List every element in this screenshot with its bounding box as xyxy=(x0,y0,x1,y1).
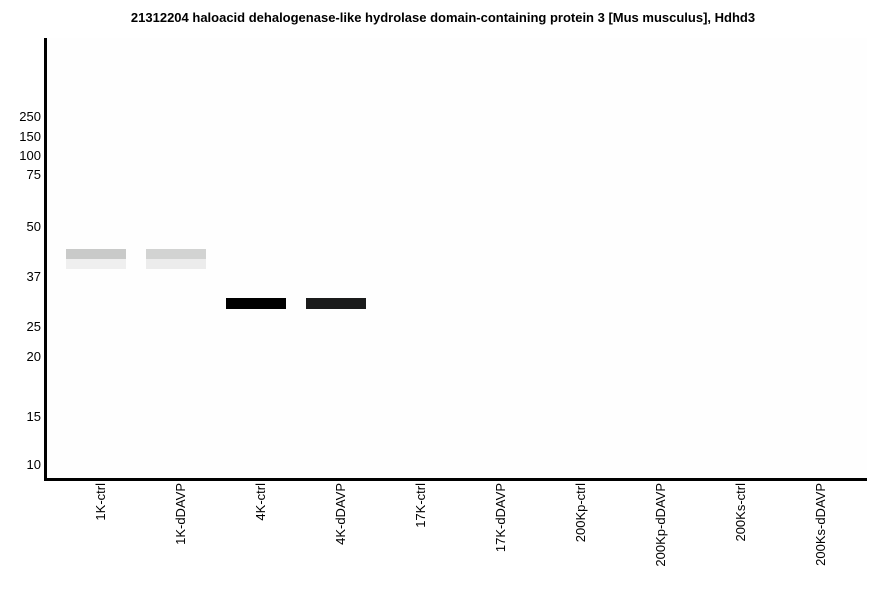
lane-cell-1k-ddavp: 1K-dDAVP xyxy=(140,483,220,588)
lane-label-200kp-ddavp: 200Kp-dDAVP xyxy=(652,483,668,567)
y-tick-label-100: 100 xyxy=(19,148,41,163)
lane-label-200ks-ddavp: 200Ks-dDAVP xyxy=(812,483,828,566)
band-1k-ddavp xyxy=(146,249,206,269)
lane-label-200kp-ctrl: 200Kp-ctrl xyxy=(572,483,588,543)
band-segment-light xyxy=(146,259,206,269)
band-segment-dark xyxy=(146,249,206,259)
lane-cell-1k-ctrl: 1K-ctrl xyxy=(60,483,140,588)
y-tick-label-250: 250 xyxy=(19,109,41,124)
y-tick-label-150: 150 xyxy=(19,129,41,144)
y-tick-label-75: 75 xyxy=(26,167,41,182)
lane-label-1k-ctrl: 1K-ctrl xyxy=(92,483,108,521)
lane-labels-row: 1K-ctrl 1K-dDAVP 4K-ctrl 4K-dDAVP 17K-ct… xyxy=(60,483,860,588)
lane-label-200ks-ctrl: 200Ks-ctrl xyxy=(732,483,748,542)
band-4k-ctrl xyxy=(226,298,286,309)
lane-label-4k-ctrl: 4K-ctrl xyxy=(252,483,268,521)
y-tick-label-15: 15 xyxy=(26,409,41,424)
lane-cell-200kp-ddavp: 200Kp-dDAVP xyxy=(620,483,700,588)
lane-cell-4k-ddavp: 4K-dDAVP xyxy=(300,483,380,588)
lane-cell-200ks-ctrl: 200Ks-ctrl xyxy=(700,483,780,588)
chart-title: 21312204 haloacid dehalogenase-like hydr… xyxy=(130,10,756,25)
lane-cell-17k-ddavp: 17K-dDAVP xyxy=(460,483,540,588)
lane-cell-4k-ctrl: 4K-ctrl xyxy=(220,483,300,588)
y-tick-label-25: 25 xyxy=(26,319,41,334)
lane-label-1k-ddavp: 1K-dDAVP xyxy=(172,483,188,545)
y-tick-label-20: 20 xyxy=(26,349,41,364)
band-segment-light xyxy=(66,259,126,269)
lane-label-17k-ddavp: 17K-dDAVP xyxy=(492,483,508,553)
lane-label-4k-ddavp: 4K-dDAVP xyxy=(332,483,348,545)
lane-cell-200kp-ctrl: 200Kp-ctrl xyxy=(540,483,620,588)
band-1k-ctrl xyxy=(66,249,126,269)
y-tick-label-50: 50 xyxy=(26,219,41,234)
y-tick-label-37: 37 xyxy=(26,269,41,284)
x-axis-line xyxy=(44,478,867,481)
band-4k-ddavp xyxy=(306,298,366,309)
lane-cell-200ks-ddavp: 200Ks-dDAVP xyxy=(780,483,860,588)
y-tick-label-10: 10 xyxy=(26,457,41,472)
lane-label-17k-ctrl: 17K-ctrl xyxy=(412,483,428,528)
lane-cell-17k-ctrl: 17K-ctrl xyxy=(380,483,460,588)
band-segment-dark xyxy=(66,249,126,259)
y-axis-line xyxy=(44,38,47,481)
